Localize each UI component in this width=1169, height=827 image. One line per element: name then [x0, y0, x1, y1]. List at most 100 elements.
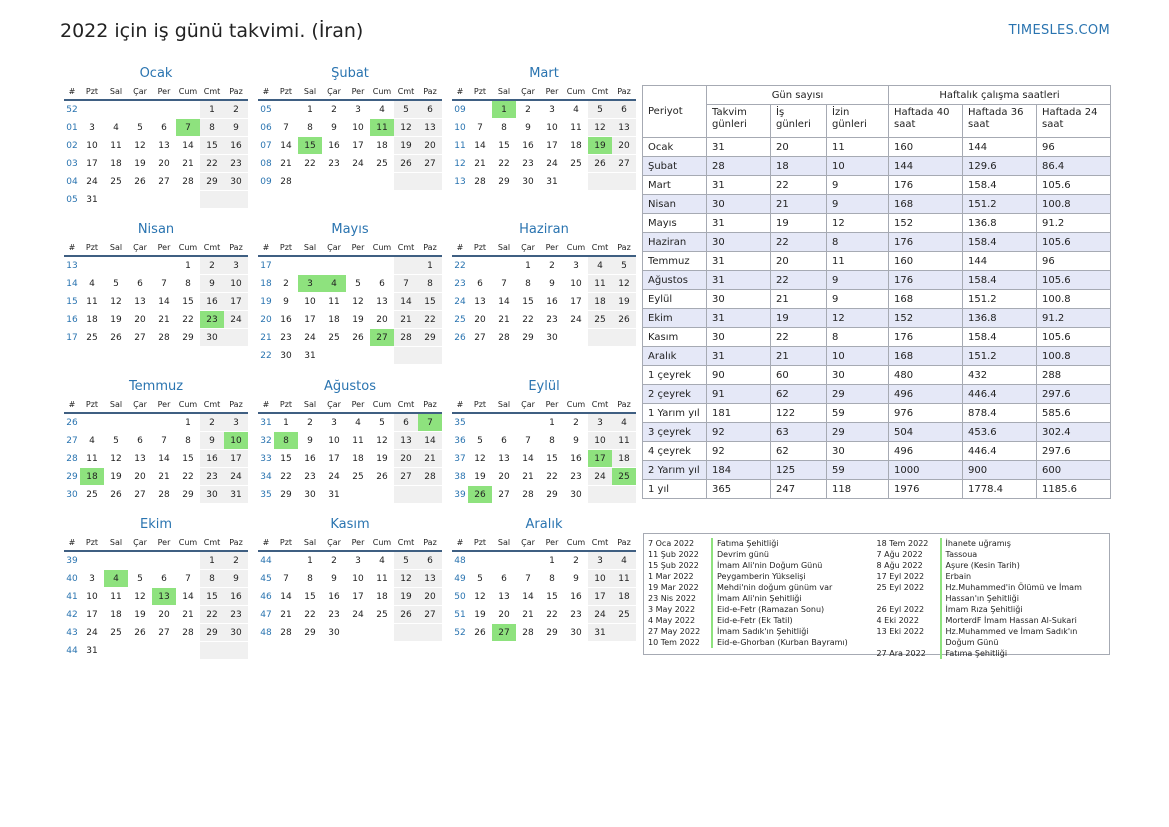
month-5: Haziran # Pzt Sal Çar Per Cum Cmt Paz 22 1 2 3 4 5 23 6 7… [452, 221, 636, 347]
holiday-entry: 23 Nis 2022 İmam Ali'nin Şehitliği [648, 593, 877, 604]
day-cell: 23 [322, 154, 346, 173]
summary-value-cell: 92 [706, 441, 771, 461]
day-cell: 26 [370, 467, 394, 486]
week-row: 32 8 9 10 11 12 13 14 [258, 431, 442, 450]
holiday-name: Fatıma Şehitliği [945, 649, 1008, 658]
month-11: Aralık # Pzt Sal Çar Per Cum Cmt Paz 48 1 2 3 4 49 5 6 7 8… [452, 516, 636, 642]
empty-day-cell [346, 623, 370, 642]
day-cell: 18 [564, 136, 588, 155]
summary-value-cell: 181 [706, 403, 771, 423]
empty-day-cell [176, 100, 200, 119]
holiday-day-cell: 23 [200, 310, 224, 329]
day-cell: 7 [152, 431, 176, 450]
month-1: Şubat # Pzt Sal Çar Per Cum Cmt Paz 05 1 2 3 4 5 6 06 7 8 9… [258, 65, 442, 191]
empty-day-cell [492, 551, 516, 570]
summary-value-cell: 91 [706, 384, 771, 404]
empty-day-cell [468, 413, 492, 432]
brand-link[interactable]: TIMESLES.COM [1008, 23, 1110, 38]
empty-day-cell [418, 623, 442, 642]
day-cell: 10 [346, 118, 370, 137]
empty-day-cell [104, 100, 128, 119]
week-number: 04 [64, 172, 80, 191]
day-cell: 6 [394, 413, 418, 432]
summary-column-header: Haftada 40 saat [888, 104, 964, 138]
day-cell: 8 [540, 431, 564, 450]
week-row: 47 21 22 23 24 25 26 27 [258, 605, 442, 624]
day-cell: 1 [200, 551, 224, 570]
summary-row: Ekim 31 19 12 152 136.8 91.2 [642, 308, 1112, 328]
week-row: 12 21 22 23 24 25 26 27 [452, 154, 636, 173]
week-number: 16 [64, 310, 80, 329]
holiday-list-right: 18 Tem 2022 İhanete uğramış 7 Ağu 2022 Tass… [877, 538, 1106, 659]
holiday-name: Eid-e-Ghorban (Kurban Bayramı) [717, 638, 848, 647]
day-cell: 30 [564, 485, 588, 504]
day-cell: 24 [80, 172, 104, 191]
holiday-date: 26 Eyl 2022 [877, 604, 942, 615]
week-number-header: # [452, 396, 468, 414]
summary-row: Mayıs 31 19 12 152 136.8 91.2 [642, 213, 1112, 233]
day-cell: 6 [612, 100, 636, 119]
summary-row: 1 çeyrek 90 60 30 480 432 288 [642, 365, 1112, 385]
empty-day-cell [612, 623, 636, 642]
holiday-date: 19 Mar 2022 [648, 582, 713, 593]
day-cell: 21 [274, 605, 298, 624]
day-cell: 6 [128, 274, 152, 293]
day-cell: 29 [200, 172, 224, 191]
day-cell: 16 [298, 449, 322, 468]
holiday-day-cell: 25 [612, 467, 636, 486]
holiday-name: Aşure (Kesin Tarih) [945, 561, 1020, 570]
summary-value-cell: 151.2 [962, 289, 1038, 309]
holiday-name: Hz.Muhammed'in Ölümü ve İmam Hassan'ın Ş… [945, 583, 1082, 603]
day-cell: 16 [224, 587, 248, 606]
month-grid: # Pzt Sal Çar Per Cum Cmt Paz 13 1 2 3 14 4 5 6 7 8 9 10 15 1… [64, 239, 248, 347]
day-cell: 16 [224, 136, 248, 155]
day-cell: 9 [224, 118, 248, 137]
month-name: Temmuz [128, 379, 184, 394]
holiday-entry: 4 Eki 2022 MorterdF İmam Hassan Al-Sukari [877, 615, 1106, 626]
week-number: 09 [258, 172, 274, 191]
weekday-header: Cum [564, 239, 588, 257]
week-number-header: # [258, 239, 274, 257]
week-number: 39 [64, 551, 80, 570]
week-number: 22 [452, 256, 468, 275]
day-cell: 22 [200, 605, 224, 624]
weekday-header: Sal [104, 534, 128, 552]
holiday-name: Hz.Muhammed ve İmam Sadık'ın Doğum Günü [945, 627, 1078, 647]
day-cell: 2 [540, 256, 564, 275]
day-cell: 11 [104, 587, 128, 606]
week-number-header: # [452, 239, 468, 257]
summary-value-cell: 20 [770, 137, 827, 157]
summary-value-cell: 151.2 [962, 346, 1038, 366]
summary-value-cell: 105.6 [1036, 270, 1112, 290]
day-cell: 10 [80, 136, 104, 155]
weekday-header: Pzt [468, 239, 492, 257]
empty-day-cell [224, 328, 248, 347]
week-number: 17 [64, 328, 80, 347]
weekday-header: Paz [418, 396, 442, 414]
day-cell: 2 [298, 413, 322, 432]
weekday-header: Cum [564, 396, 588, 414]
day-cell: 14 [152, 292, 176, 311]
day-cell: 26 [128, 172, 152, 191]
empty-day-cell [80, 100, 104, 119]
week-row: 52 26 27 28 29 30 31 [452, 623, 636, 642]
week-row: 22 1 2 3 4 5 [452, 256, 636, 275]
weekday-header: Cmt [200, 534, 224, 552]
week-row: 15 11 12 13 14 15 16 17 [64, 292, 248, 311]
week-row: 17 25 26 27 28 29 30 [64, 328, 248, 347]
summary-value-cell: 19 [770, 308, 827, 328]
day-cell: 9 [200, 274, 224, 293]
summary-period-cell: Ekim [642, 308, 707, 328]
week-number: 31 [258, 413, 274, 432]
day-cell: 29 [540, 623, 564, 642]
weekday-header: Per [346, 239, 370, 257]
day-cell: 10 [588, 569, 612, 588]
holiday-name: Erbain [945, 572, 972, 581]
day-cell: 27 [612, 154, 636, 173]
weekday-header: Cum [370, 534, 394, 552]
day-cell: 22 [540, 467, 564, 486]
empty-day-cell [370, 346, 394, 365]
week-number-header: # [64, 239, 80, 257]
summary-value-cell: 92 [706, 422, 771, 442]
day-cell: 24 [346, 154, 370, 173]
